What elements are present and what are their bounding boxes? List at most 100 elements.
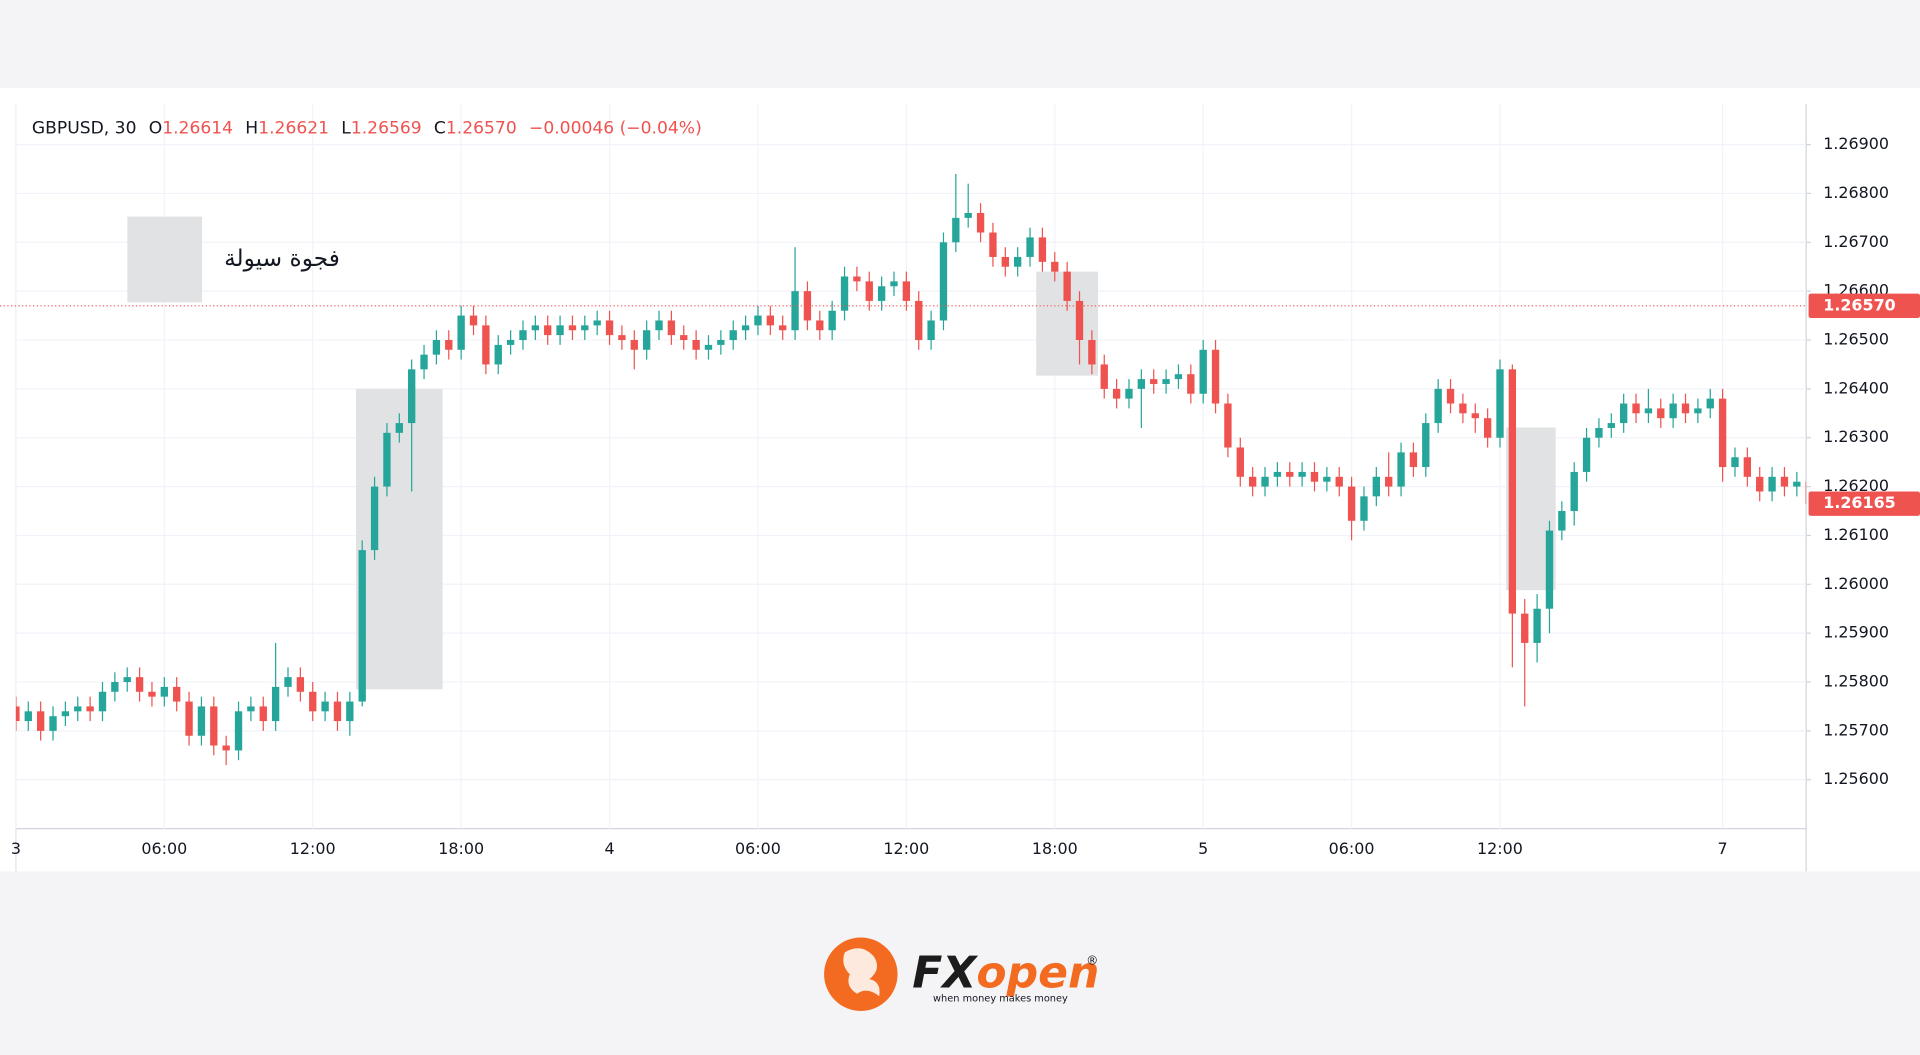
candle-body [1261, 476, 1269, 487]
ohlc-value: 1.26569 [351, 119, 422, 139]
x-tick-label: 18:00 [438, 839, 484, 858]
candle-body [618, 335, 626, 341]
symbol: GBPUSD, 30 [32, 119, 137, 139]
candle-body [1607, 423, 1615, 428]
candle-body [1273, 471, 1282, 477]
candle-body [692, 340, 700, 350]
candle-body [506, 340, 515, 345]
candle-body [1075, 300, 1084, 341]
candle-body [259, 706, 267, 722]
candle-body [123, 677, 131, 683]
candle-body [1199, 349, 1207, 394]
candle-body [333, 701, 342, 722]
x-tick-label: 12:00 [1477, 839, 1523, 858]
candle-body [395, 423, 403, 433]
candle-body [964, 212, 972, 218]
x-tick-label: 7 [1718, 839, 1728, 858]
candle-body [1496, 369, 1504, 438]
candle-body [915, 300, 923, 341]
candle-body [383, 432, 391, 487]
candle-body [927, 320, 935, 341]
candle-body [15, 706, 20, 722]
candle-body [976, 212, 985, 233]
zone-legend-swatch [127, 216, 203, 303]
candle-body [1298, 471, 1306, 477]
candle-body [1360, 496, 1368, 521]
candle-body [1533, 608, 1541, 643]
candle-body [135, 677, 144, 692]
candle-body [74, 706, 82, 712]
candle-body [1706, 398, 1714, 409]
candle-body [1632, 403, 1640, 414]
candle-body [1422, 423, 1430, 468]
candle-body [1385, 476, 1393, 487]
candle-body [1026, 237, 1034, 257]
candle-body [1286, 471, 1294, 477]
candle-body [902, 281, 911, 301]
candle-body [98, 691, 107, 712]
candle-body [655, 320, 663, 331]
candle-body [408, 369, 416, 424]
candle-body [1162, 379, 1170, 384]
candle-body [605, 320, 614, 336]
candle-body [791, 291, 799, 331]
candle-body [890, 281, 898, 287]
candle-body [432, 340, 441, 355]
candle-body [556, 325, 564, 336]
change: −0.00046 (−0.04%) [529, 119, 702, 139]
candle-body [642, 330, 651, 350]
price-label-box [1808, 293, 1920, 319]
candle-body [1347, 486, 1356, 521]
candle-body [1038, 237, 1047, 262]
candle-body [1731, 457, 1739, 468]
candle-body [1620, 403, 1628, 424]
y-tick-label: 1.26700 [1823, 232, 1889, 251]
candle-body [445, 340, 453, 350]
y-tick-label: 1.25700 [1823, 720, 1889, 739]
price-label: 1.26165 [1823, 493, 1895, 512]
x-tick-label: 4 [604, 839, 614, 858]
logo-fx: FX [912, 947, 978, 998]
ohlc-label: C [434, 119, 446, 139]
candle-body [1558, 511, 1566, 531]
logo-text: FXopen [912, 947, 1099, 998]
candle-body [1780, 476, 1789, 487]
candle-body [173, 686, 181, 702]
candle-body [828, 310, 836, 331]
candle-body [321, 701, 329, 712]
candle-body [1137, 379, 1146, 389]
candle-body [1743, 457, 1752, 477]
candle-body [247, 706, 255, 712]
candle-body [160, 686, 168, 697]
candle-body [86, 706, 94, 712]
candle-body [271, 686, 280, 722]
candle-body [1014, 256, 1022, 267]
candle-body [816, 320, 824, 331]
x-tick-label: 12:00 [883, 839, 929, 858]
candle-body [1187, 374, 1195, 394]
candle-body [1657, 408, 1665, 419]
candle-body [346, 701, 354, 722]
candle-body [1446, 388, 1455, 404]
candle-body [494, 344, 502, 365]
candle-body [1397, 452, 1405, 487]
candle-body [729, 330, 737, 341]
candle-body [49, 716, 57, 731]
y-tick-label: 1.25800 [1823, 672, 1889, 691]
candle-body [939, 242, 948, 321]
candle-body [1112, 388, 1121, 399]
candle-body [420, 354, 428, 370]
candle-body [865, 281, 873, 301]
candle-body [1805, 481, 1807, 504]
candle-body [531, 325, 540, 331]
candle-body [1434, 388, 1442, 424]
candle-body [1125, 388, 1133, 399]
candle-body [1409, 452, 1418, 468]
candle-body [630, 340, 638, 350]
candle-body [1211, 349, 1220, 404]
y-tick-label: 1.25600 [1823, 769, 1889, 788]
candle-body [482, 325, 490, 365]
x-tick-label: 06:00 [141, 839, 187, 858]
x-tick-label: 18:00 [1032, 839, 1078, 858]
